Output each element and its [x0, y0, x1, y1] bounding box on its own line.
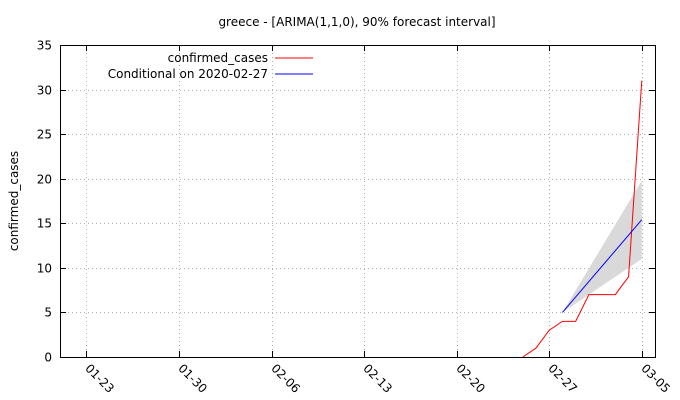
x-tick-label: 01-30 — [175, 361, 210, 396]
forecast-interval-area — [562, 180, 642, 313]
series-line-1 — [562, 219, 643, 313]
legend-label: confirmed_cases — [168, 51, 268, 65]
chart-title: greece - [ARIMA(1,1,0), 90% forecast int… — [218, 15, 495, 29]
x-tick-label: 02-20 — [453, 361, 488, 396]
legend-label: Conditional on 2020-02-27 — [108, 67, 268, 81]
y-tick-label: 5 — [44, 306, 52, 320]
x-tick-label: 02-13 — [360, 361, 395, 396]
y-tick-label: 15 — [37, 217, 52, 231]
y-tick-label: 10 — [37, 262, 52, 276]
x-tick-label: 01-23 — [82, 361, 117, 396]
plot-frame — [60, 45, 656, 358]
grid-lines — [60, 45, 655, 357]
series-line-0 — [522, 80, 643, 358]
y-tick-label: 20 — [37, 173, 52, 187]
y-axis-label: confirmed_cases — [7, 151, 21, 251]
y-tick-label: 0 — [44, 351, 52, 365]
axis-ticks: 0 5 10 15 20 25 30 35 01-23 01-30 02-06 02-13 02-20 0… — [37, 39, 673, 396]
x-tick-label: 02-27 — [545, 361, 580, 396]
y-tick-label: 30 — [37, 84, 52, 98]
x-tick-label: 03-05 — [638, 361, 673, 396]
legend: confirmed_cases Conditional on 2020-02-27 — [108, 51, 313, 81]
series-lines — [522, 80, 643, 358]
y-tick-label: 35 — [37, 39, 52, 53]
x-tick-label: 02-06 — [268, 361, 303, 396]
y-tick-label: 25 — [37, 128, 52, 142]
forecast-interval-band — [562, 180, 642, 313]
